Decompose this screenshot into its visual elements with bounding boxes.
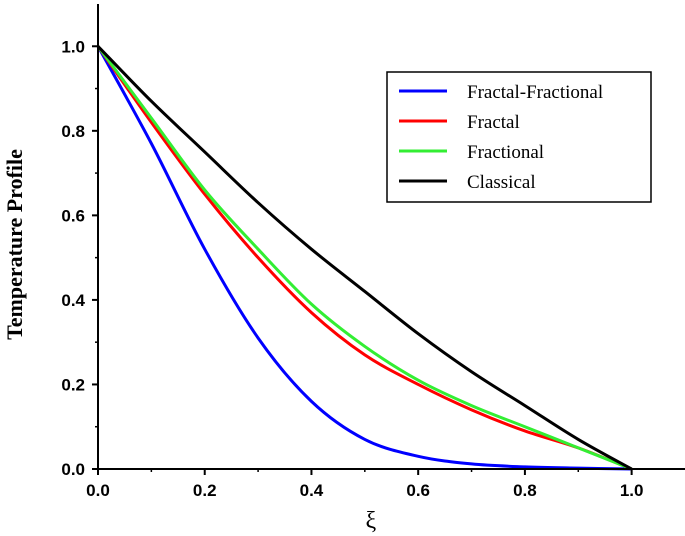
series-line xyxy=(96,45,633,471)
y-tick-label: 0.6 xyxy=(61,206,85,225)
legend-label: Fractional xyxy=(467,142,544,163)
y-axis-title: Temperature Profile xyxy=(2,149,27,340)
x-tick-label: 0.8 xyxy=(513,481,537,500)
x-tick-label: 0.0 xyxy=(86,481,110,500)
x-axis-title: ξ xyxy=(365,508,376,534)
legend-items: Fractal-Fractional Fractal Fractional Class… xyxy=(399,82,603,193)
x-tick-label: 0.6 xyxy=(406,481,430,500)
y-tick-label: 0.0 xyxy=(61,460,85,479)
legend: Fractal-Fractional Fractal Fractional Class… xyxy=(386,71,652,203)
x-tick-label: 0.4 xyxy=(300,481,324,500)
x-tick-label: 1.0 xyxy=(620,481,644,500)
y-tick-label: 0.2 xyxy=(61,375,85,394)
legend-label: Fractal xyxy=(467,112,520,133)
legend-label: Classical xyxy=(467,172,536,193)
series-layer xyxy=(96,45,633,471)
y-tick-label: 0.8 xyxy=(61,122,85,141)
x-ticks: 0.0 0.2 0.4 0.6 0.8 1.0 xyxy=(86,469,643,500)
y-ticks: 0.0 0.2 0.4 0.6 0.8 1.0 xyxy=(61,37,98,479)
y-tick-label: 0.4 xyxy=(61,291,85,310)
x-tick-label: 0.2 xyxy=(193,481,217,500)
y-tick-label: 1.0 xyxy=(61,37,85,56)
legend-label: Fractal-Fractional xyxy=(467,82,603,103)
series-line xyxy=(96,45,633,471)
series-line xyxy=(96,45,632,471)
series-line xyxy=(96,45,633,471)
